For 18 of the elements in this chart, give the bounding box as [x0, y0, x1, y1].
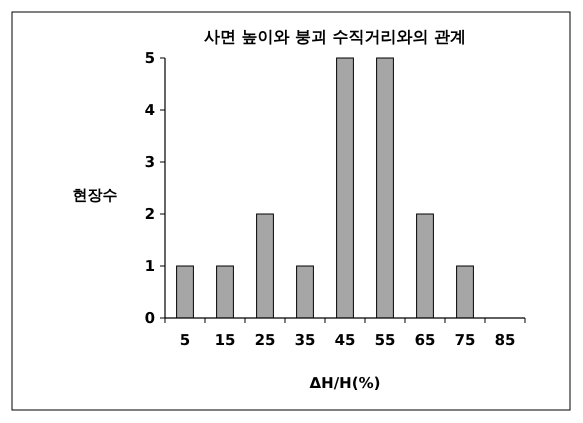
y-tick-label: 1 [144, 257, 155, 275]
y-tick-label: 3 [144, 153, 155, 171]
y-tick-label: 5 [144, 49, 155, 67]
y-tick-label: 4 [144, 101, 155, 119]
x-tick-label: 75 [454, 331, 476, 349]
x-tick-label: 35 [294, 331, 316, 349]
x-tick-label: 5 [180, 331, 190, 349]
x-tick-label: 85 [494, 331, 516, 349]
x-tick-label: 25 [254, 331, 276, 349]
x-tick-label: 15 [214, 331, 236, 349]
x-axis-title: ΔH/H(%) [310, 374, 380, 392]
x-tick-label: 65 [414, 331, 436, 349]
y-axis-title: 현장수 [72, 186, 118, 204]
x-tick-label: 45 [334, 331, 356, 349]
y-tick-label: 0 [144, 309, 155, 327]
chart-title: 사면 높이와 붕괴 수직거리와의 관계 [204, 27, 466, 46]
x-tick-label: 55 [374, 331, 396, 349]
y-tick-label: 2 [144, 205, 155, 223]
